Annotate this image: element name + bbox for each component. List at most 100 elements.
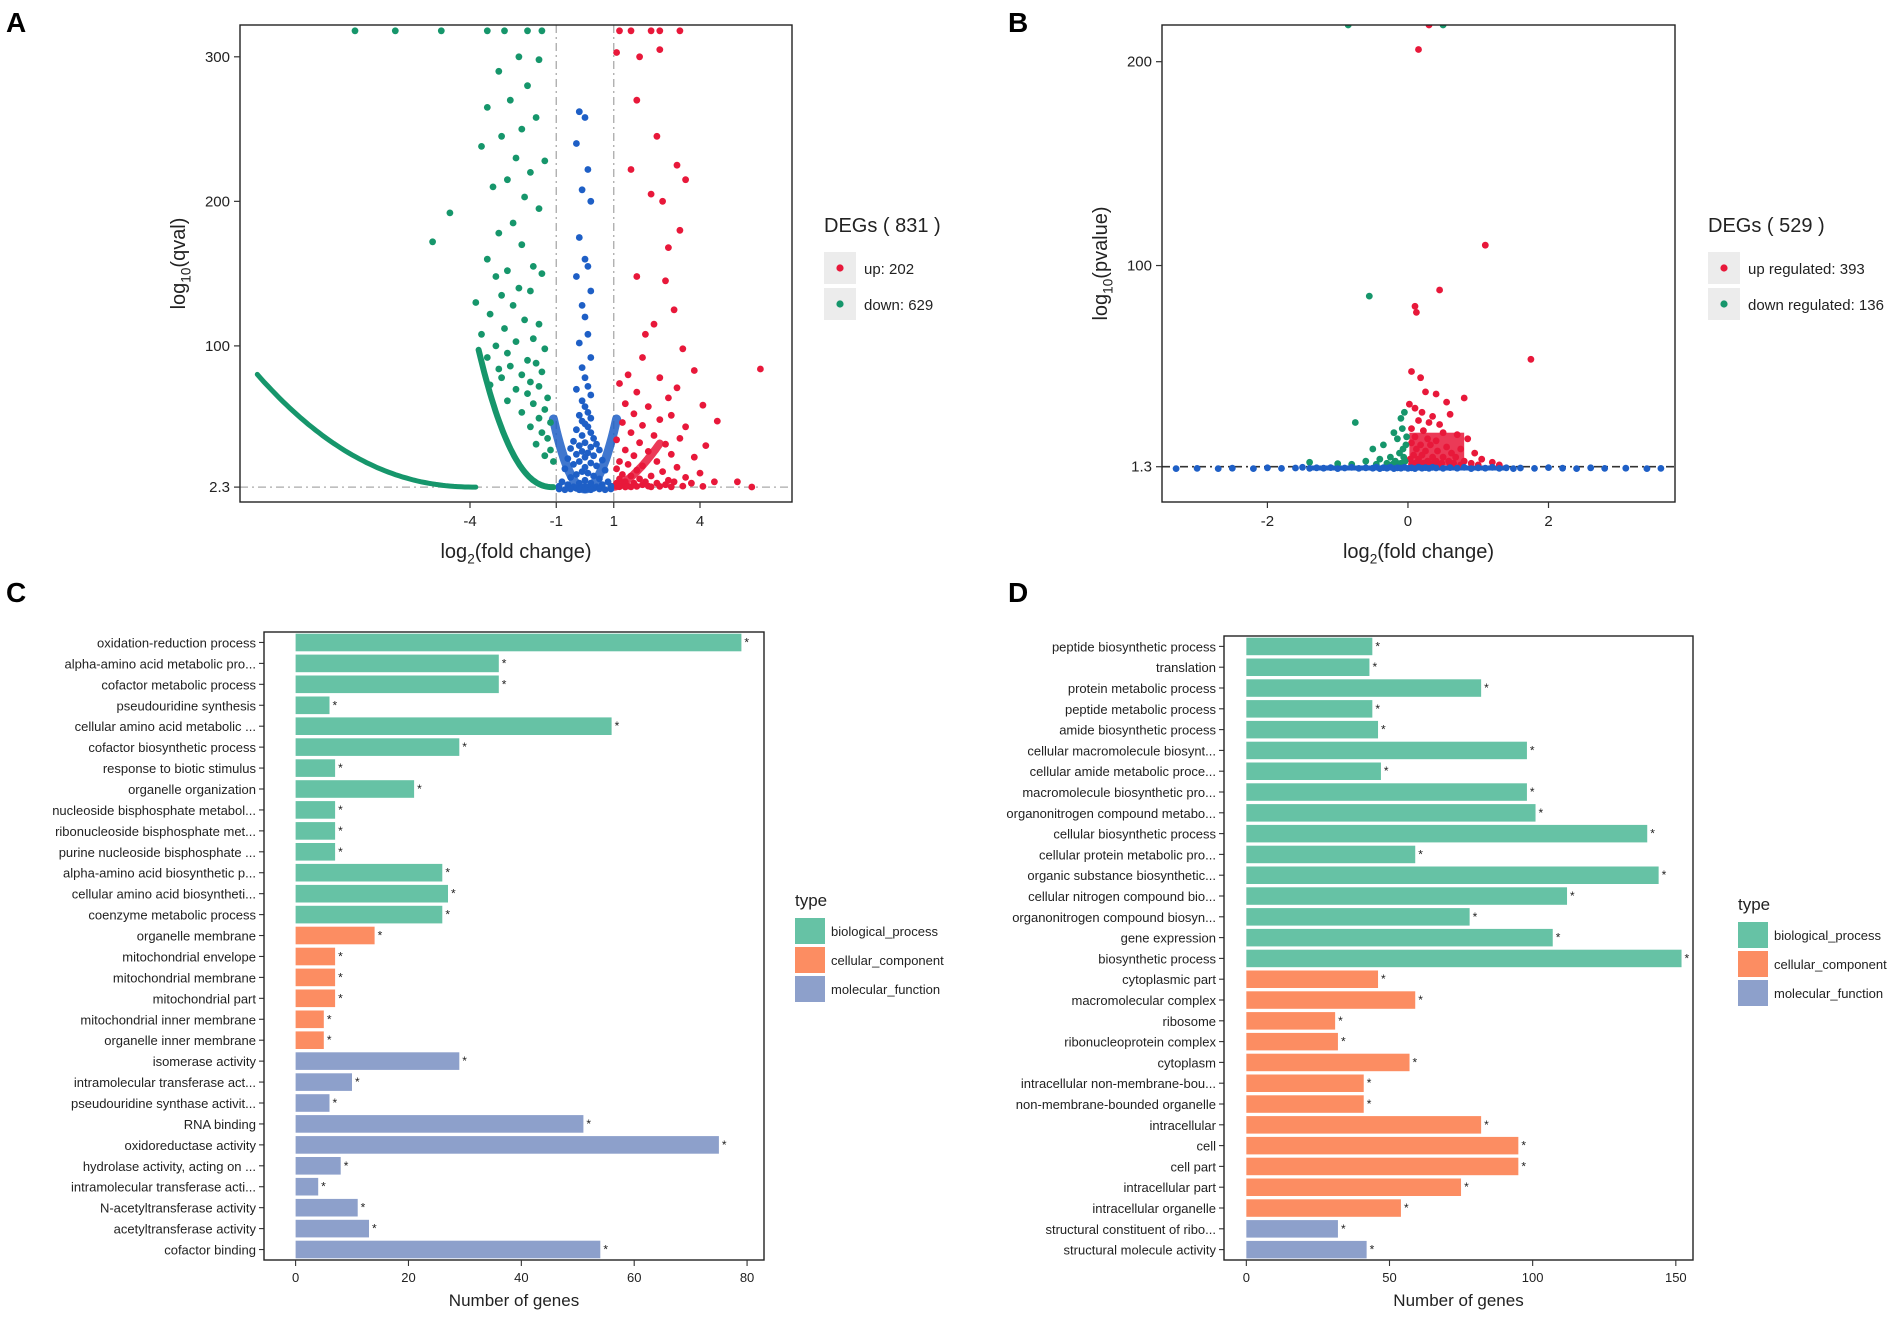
x-tick-label: 100 xyxy=(1522,1270,1544,1285)
point-up xyxy=(639,354,646,361)
point-up xyxy=(1436,421,1443,428)
point-ns xyxy=(581,313,589,321)
point-down xyxy=(1390,429,1398,437)
y-tick-label: 100 xyxy=(205,338,230,355)
point-up xyxy=(1408,439,1415,447)
bar-molecular_function xyxy=(295,1198,358,1217)
point-down xyxy=(518,241,526,249)
category-label: cofactor biosynthetic process xyxy=(88,740,256,755)
significance-marker: * xyxy=(1521,1159,1526,1173)
point-ns xyxy=(567,485,574,493)
point-up xyxy=(1448,449,1455,457)
point-ns xyxy=(581,453,589,461)
point-ns xyxy=(1446,464,1454,471)
bar-biological_process xyxy=(295,822,336,840)
point-up xyxy=(1527,355,1535,363)
point-up xyxy=(690,453,698,461)
significance-marker: * xyxy=(327,1033,332,1047)
point-up xyxy=(650,320,658,328)
point-down xyxy=(498,291,505,299)
x-tick-label: 60 xyxy=(627,1270,641,1285)
significance-marker: * xyxy=(1375,702,1380,716)
significance-marker: * xyxy=(1539,806,1544,820)
bar-cellular_component xyxy=(1246,1095,1364,1113)
point-up xyxy=(627,472,635,480)
point-up xyxy=(633,96,641,104)
legend-entry-down: down: 629 xyxy=(864,297,933,314)
point-ns xyxy=(1299,463,1306,471)
point-ns xyxy=(581,255,589,263)
point-up xyxy=(639,422,646,429)
point-up xyxy=(1427,441,1434,449)
significance-marker: * xyxy=(1521,1139,1526,1153)
significance-marker: * xyxy=(1530,743,1535,757)
significance-marker: * xyxy=(1413,1055,1418,1069)
legend-key-up xyxy=(836,264,844,272)
point-down xyxy=(1387,453,1394,461)
bar-cellular_component xyxy=(295,947,336,966)
point-up xyxy=(1429,413,1436,420)
category-label: mitochondrial part xyxy=(153,991,257,1006)
point-ns xyxy=(590,472,597,480)
point-up xyxy=(627,166,635,173)
x-tick-label: 4 xyxy=(696,513,704,530)
bar-biological_process xyxy=(1246,700,1373,718)
bar-cellular_component xyxy=(1246,1178,1462,1196)
point-up xyxy=(616,458,623,465)
significance-marker: * xyxy=(1650,827,1655,841)
point-up xyxy=(748,483,756,491)
point-ns xyxy=(1481,464,1489,472)
point-ns xyxy=(1432,464,1440,472)
point-down xyxy=(527,378,534,386)
bar-molecular_function xyxy=(1246,1240,1367,1259)
volcano-plot-b: 1.3 100 200 -2 0 2 log2(fold change) log10(pval… xyxy=(1090,24,1884,567)
point-up xyxy=(613,465,620,473)
category-label: cellular amino acid metabolic ... xyxy=(75,719,256,734)
category-label: macromolecule biosynthetic pro... xyxy=(1022,785,1216,800)
plot-background xyxy=(1162,25,1675,502)
point-up xyxy=(653,458,661,465)
category-label: acetyltransferase activity xyxy=(114,1222,257,1237)
x-tick-label: 20 xyxy=(401,1270,415,1285)
x-tick-label: 0 xyxy=(1243,1270,1250,1285)
significance-marker: * xyxy=(451,887,456,901)
point-ns xyxy=(573,385,580,393)
point-down xyxy=(506,362,514,370)
bar-biological_process xyxy=(295,654,499,673)
point-down xyxy=(437,27,445,35)
legend-key-biological_process xyxy=(1738,922,1768,948)
point-up xyxy=(667,450,675,458)
bar-molecular_function xyxy=(295,1052,460,1070)
category-label: ribosome xyxy=(1163,1014,1216,1029)
point-up xyxy=(639,462,646,470)
legend-entry-up: up: 202 xyxy=(864,261,914,278)
bar-molecular_function xyxy=(295,1240,601,1259)
bar-molecular_function xyxy=(295,1073,353,1091)
plot-background xyxy=(240,25,792,502)
point-up xyxy=(1460,394,1468,402)
point-down xyxy=(535,320,543,328)
point-down xyxy=(541,452,549,460)
significance-marker: * xyxy=(338,824,343,838)
point-ns xyxy=(1306,465,1313,472)
point-up xyxy=(1413,445,1420,453)
category-label: isomerase activity xyxy=(153,1054,257,1069)
legend-title: DEGs ( 831 ) xyxy=(824,215,941,237)
point-ns xyxy=(578,186,586,194)
point-ns xyxy=(570,437,577,445)
point-up xyxy=(647,190,655,198)
point-down xyxy=(504,176,511,184)
x-axis-label: log2(fold change) xyxy=(440,541,591,567)
bar-molecular_function xyxy=(295,1177,319,1196)
point-down xyxy=(512,338,520,345)
point-down xyxy=(509,219,517,227)
category-label: structural molecule activity xyxy=(1064,1243,1217,1258)
bar-cellular_component xyxy=(1246,1032,1338,1051)
point-up xyxy=(1432,437,1440,445)
point-up xyxy=(1457,445,1465,453)
x-tick-label: 0 xyxy=(292,1270,299,1285)
point-up xyxy=(1411,302,1419,310)
point-up xyxy=(647,472,655,480)
point-up xyxy=(616,483,623,491)
point-down xyxy=(535,383,543,390)
